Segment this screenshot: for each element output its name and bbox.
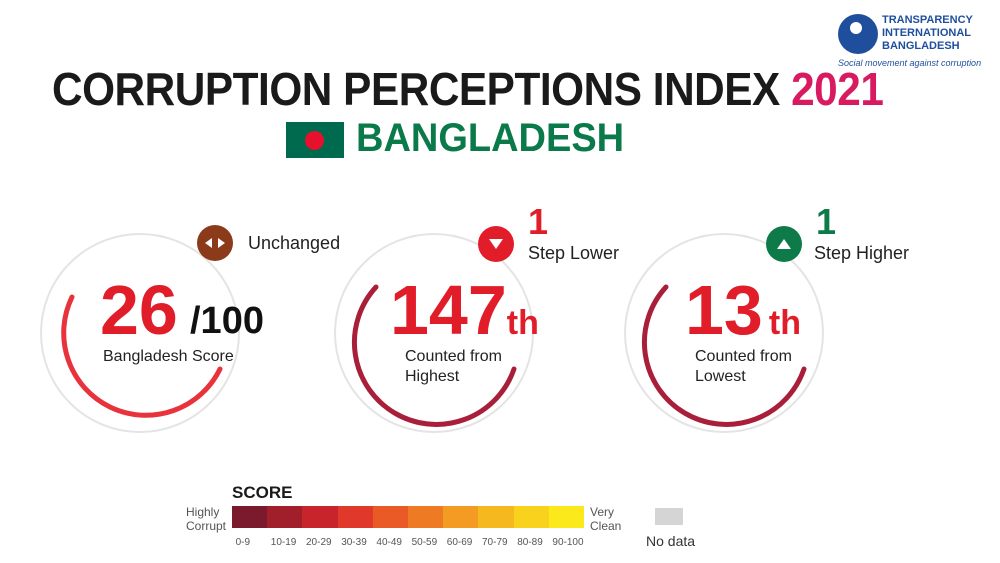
legend-tick-labels: 0-9 10-19 20-29 30-39 40-49 50-59 60-69 70-79 80…	[232, 537, 584, 551]
ti-bangladesh-logo: TRANSPARENCY INTERNATIONAL BANGLADESH So…	[838, 12, 998, 74]
legend-right-label: Very Clean	[590, 505, 621, 533]
country-name: BANGLADESH	[356, 116, 625, 160]
arrow-up-icon	[766, 226, 802, 262]
legend-range-label: 0-9	[235, 537, 251, 548]
rank-lowest-label-1: Counted from	[695, 348, 792, 365]
legend-segment	[548, 506, 585, 528]
legend-range-label: 10-19	[270, 537, 297, 548]
legend-segment	[478, 506, 514, 528]
arrow-down-icon	[478, 226, 514, 262]
legend-segment	[443, 506, 479, 528]
legend-range-label: 50-59	[411, 537, 438, 548]
legend-segment	[372, 506, 409, 528]
legend-segment	[302, 506, 338, 528]
title-text: CORRUPTION PERCEPTIONS INDEX	[52, 63, 780, 115]
no-data-label: No data	[646, 533, 696, 549]
legend-range-label: 90-100	[552, 537, 584, 548]
legend-left-label: Highly Corrupt	[186, 505, 226, 533]
legend-segment	[232, 506, 268, 528]
legend-segment	[408, 506, 444, 528]
title-year: 2021	[791, 63, 884, 115]
legend-right-label-1: Very	[590, 505, 615, 519]
rank-lowest-value: 13	[685, 271, 763, 349]
logo-line-3: BANGLADESH	[882, 40, 960, 52]
rank-highest-change-label: Step Lower	[528, 243, 620, 263]
score-value: 26	[100, 271, 178, 349]
bangladesh-flag-icon	[286, 122, 344, 158]
rank-lowest-change-num: 1	[816, 201, 837, 242]
unchanged-badge-icon	[197, 225, 233, 261]
rank-highest-arc	[351, 284, 517, 427]
logo-line-1: TRANSPARENCY	[882, 14, 973, 26]
logo-line-2: INTERNATIONAL	[882, 27, 972, 39]
rank-highest-card	[334, 233, 534, 433]
rank-lowest-label-2: Lowest	[695, 368, 746, 385]
legend-left-label-1: Highly	[186, 505, 220, 519]
legend-title: SCORE	[232, 483, 293, 502]
rank-lowest-change-label: Step Higher	[814, 243, 910, 263]
legend-range-label: 70-79	[482, 537, 508, 548]
globe-icon	[838, 14, 878, 54]
score-card	[40, 233, 240, 433]
legend-left-label-2: Corrupt	[186, 519, 227, 533]
no-data-swatch	[655, 508, 683, 525]
legend-range-label: 40-49	[376, 537, 402, 548]
rank-lowest-card	[624, 233, 824, 433]
legend-segment	[513, 506, 549, 528]
rank-highest-value: 147	[390, 271, 507, 349]
page-title: CORRUPTION PERCEPTIONS INDEX 2021	[52, 62, 884, 116]
rank-lowest-arc	[641, 284, 807, 427]
unchanged-label: Unchanged	[248, 233, 341, 253]
legend-range-label: 30-39	[341, 537, 367, 548]
legend-range-label: 60-69	[446, 537, 473, 548]
legend-right-label-2: Clean	[590, 519, 622, 533]
logo-tagline: Social movement against corruption	[838, 58, 982, 68]
legend-segment	[267, 506, 303, 528]
legend-range-label: 80-89	[517, 537, 543, 548]
score-label: Bangladesh Score	[103, 348, 234, 365]
rank-lowest-suffix: th	[768, 304, 801, 342]
rank-highest-label-1: Counted from	[405, 348, 502, 365]
legend-segment	[337, 506, 373, 528]
score-arc	[61, 294, 223, 418]
rank-highest-label-2: Highest	[405, 368, 460, 385]
legend-range-label: 20-29	[306, 537, 332, 548]
rank-highest-suffix: th	[506, 304, 539, 342]
score-color-bar	[232, 506, 585, 528]
score-out-of: /100	[190, 300, 264, 342]
rank-highest-change-num: 1	[528, 201, 549, 242]
